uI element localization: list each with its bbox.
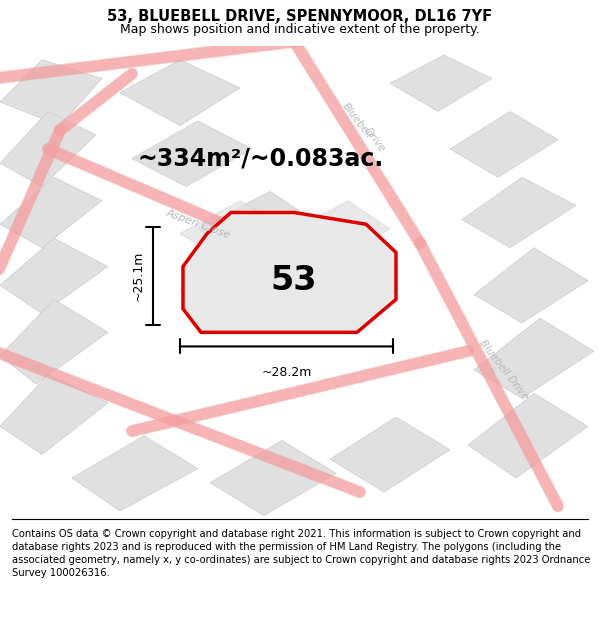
Text: ~28.2m: ~28.2m <box>262 366 311 379</box>
Polygon shape <box>474 248 588 323</box>
Text: 53, BLUEBELL DRIVE, SPENNYMOOR, DL16 7YF: 53, BLUEBELL DRIVE, SPENNYMOOR, DL16 7YF <box>107 9 493 24</box>
Polygon shape <box>390 55 492 111</box>
Text: Bluebell Drive: Bluebell Drive <box>478 338 530 402</box>
Text: Aspen Close: Aspen Close <box>164 208 232 241</box>
Polygon shape <box>462 177 576 248</box>
Polygon shape <box>474 318 594 398</box>
Polygon shape <box>198 248 312 314</box>
Polygon shape <box>132 121 252 187</box>
Text: 53: 53 <box>271 264 317 297</box>
Polygon shape <box>0 299 108 384</box>
Polygon shape <box>468 393 588 478</box>
Polygon shape <box>72 436 198 511</box>
Polygon shape <box>330 417 450 492</box>
Polygon shape <box>0 374 108 454</box>
Text: ~334m²/~0.083ac.: ~334m²/~0.083ac. <box>138 146 384 171</box>
Text: ~25.1m: ~25.1m <box>131 251 145 301</box>
Polygon shape <box>120 60 240 126</box>
Polygon shape <box>183 213 396 332</box>
Polygon shape <box>0 238 108 314</box>
Polygon shape <box>288 201 390 262</box>
Polygon shape <box>0 60 102 126</box>
Polygon shape <box>198 191 312 257</box>
Polygon shape <box>0 177 102 248</box>
Text: Contains OS data © Crown copyright and database right 2021. This information is : Contains OS data © Crown copyright and d… <box>12 529 590 578</box>
Polygon shape <box>288 257 390 318</box>
Polygon shape <box>450 111 558 178</box>
Text: Drive: Drive <box>362 126 388 154</box>
Text: Map shows position and indicative extent of the property.: Map shows position and indicative extent… <box>120 22 480 36</box>
Text: Bluebell: Bluebell <box>340 101 374 141</box>
Polygon shape <box>0 111 96 187</box>
Polygon shape <box>180 257 288 318</box>
Polygon shape <box>210 441 336 516</box>
Polygon shape <box>180 201 288 262</box>
